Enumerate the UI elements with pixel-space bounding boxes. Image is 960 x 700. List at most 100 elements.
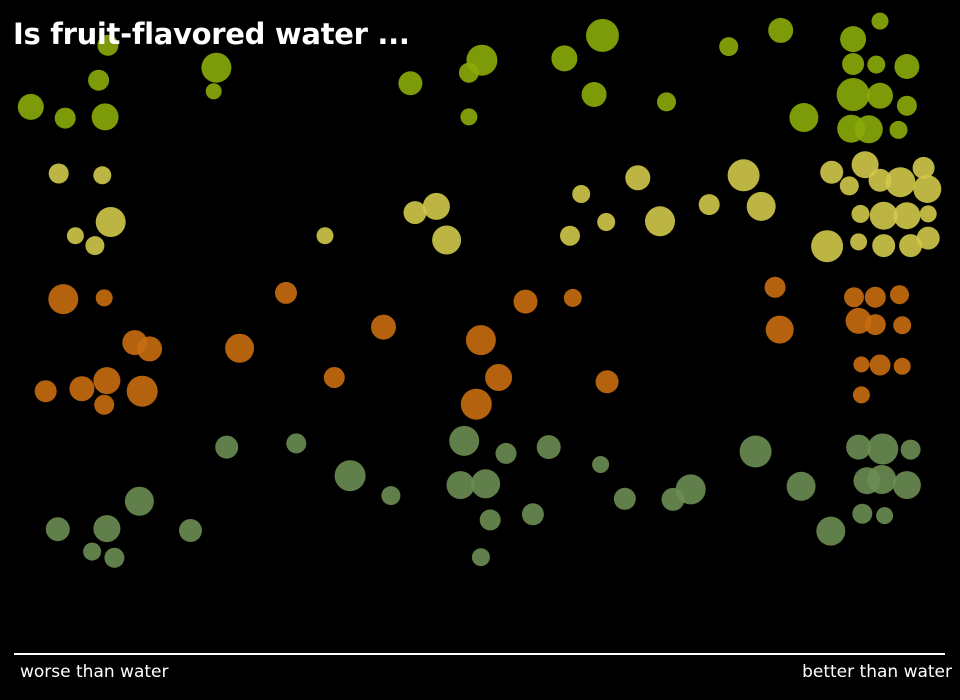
bubble-point (88, 69, 110, 91)
bubble-point (811, 230, 844, 263)
x-axis-right-label: better than water (802, 662, 952, 682)
bubble-point (661, 487, 685, 511)
bubble-point (422, 192, 450, 220)
bubble-point (225, 333, 255, 363)
bubble-point (872, 234, 896, 258)
bubble-point (17, 93, 44, 120)
x-axis-line (14, 653, 945, 655)
bubble-point (844, 287, 864, 308)
bubble-point (727, 159, 760, 192)
bubble-point (853, 356, 870, 373)
bubble-point (398, 71, 423, 96)
bubble-series-2 (48, 151, 942, 263)
bubble-point (201, 52, 232, 83)
bubble-point (275, 281, 297, 304)
bubble-point (896, 95, 917, 116)
bubble-point (746, 191, 776, 221)
bubble-point (765, 315, 794, 344)
bubble-point (323, 367, 345, 388)
bubble-point (179, 519, 202, 542)
bubble-point (560, 225, 580, 246)
bubble-point (739, 435, 772, 468)
bubble-point (852, 503, 873, 524)
bubble-point (840, 26, 867, 53)
bubble-point (698, 194, 720, 216)
bubble-point (446, 471, 475, 500)
bubble-point (460, 388, 492, 420)
bubble-point (851, 151, 879, 179)
bubble-point (916, 226, 940, 250)
bubble-point (83, 542, 102, 561)
bubble-point (66, 227, 84, 245)
bubble-point (850, 233, 868, 251)
bubble-point (536, 435, 561, 460)
bubble-point (900, 439, 921, 460)
bubble-point (586, 18, 619, 52)
bubble-series-4 (45, 425, 921, 568)
bubble-point (851, 204, 870, 223)
bubble-point (124, 486, 154, 516)
bubble-point (85, 236, 105, 256)
bubble-point (869, 201, 898, 230)
bubble-point (597, 213, 616, 231)
bubble-point (867, 433, 899, 465)
bubble-point (48, 284, 79, 315)
bubble-point (867, 465, 897, 494)
bubble-point (137, 336, 163, 362)
bubble-point (893, 357, 911, 375)
bubble-point (286, 433, 307, 454)
bubble-point (645, 206, 675, 237)
bubble-point (563, 288, 582, 307)
bubble-point (657, 92, 676, 112)
bubble-point (381, 486, 401, 506)
bubble-point (465, 325, 496, 356)
bubble-point (471, 469, 501, 499)
bubble-point (789, 103, 819, 132)
bubble-point (894, 54, 920, 79)
bubble-point (864, 286, 886, 308)
bubble-point (839, 176, 859, 196)
bubble-point (876, 507, 894, 525)
bubble-point (521, 503, 544, 526)
bubble-point (846, 434, 872, 460)
bubble-point (95, 289, 113, 307)
bubble-point (91, 103, 119, 131)
bubble-point (581, 82, 607, 107)
bubble-point (460, 108, 478, 126)
bubble-point (45, 517, 70, 542)
bubble-point (485, 364, 513, 391)
bubble-point (126, 375, 158, 407)
bubble-point (215, 435, 239, 459)
bubble-point (54, 107, 76, 129)
bubble-point (892, 471, 921, 500)
bubble-point (816, 516, 846, 546)
bubble-point (69, 376, 95, 402)
bubble-series-3 (34, 276, 912, 420)
bubble-point (592, 456, 610, 473)
bubble-point (316, 227, 334, 245)
bubble-point (768, 17, 794, 43)
chart-title: Is fruit-flavored water ... (13, 17, 410, 51)
bubble-point (893, 202, 921, 230)
bubble-point (371, 314, 396, 340)
bubble-point (403, 201, 427, 225)
bubble-point (94, 394, 115, 415)
bubble-point (913, 175, 942, 203)
bubble-series-1 (17, 12, 920, 144)
bubble-point (205, 83, 222, 100)
bubble-point (786, 471, 816, 501)
bubble-point (34, 380, 57, 403)
bubble-point (93, 367, 121, 395)
bubble-point (97, 34, 119, 56)
bubble-point (495, 442, 517, 464)
bubble-point (93, 166, 112, 185)
bubble-point (572, 185, 591, 203)
bubble-point (449, 425, 480, 456)
bubble-point (104, 547, 125, 568)
bubble-point (842, 53, 865, 75)
bubble-point (867, 82, 893, 109)
bubble-point (719, 37, 739, 57)
bubble-point (867, 55, 886, 74)
bubble-point (764, 276, 786, 298)
